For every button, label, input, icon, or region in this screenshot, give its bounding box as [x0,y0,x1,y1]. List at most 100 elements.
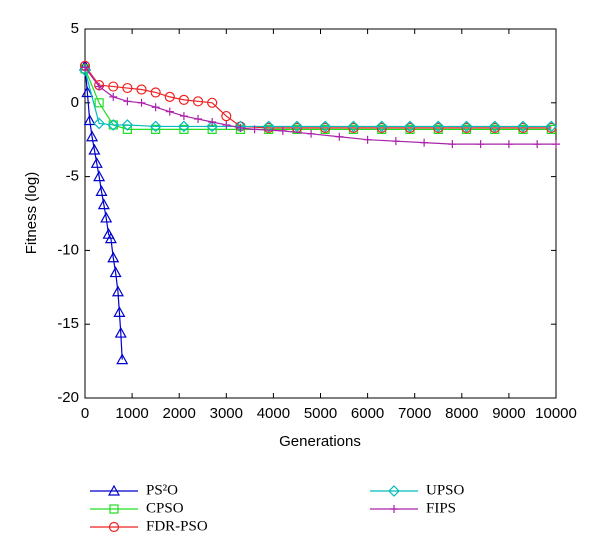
data-point [319,120,332,133]
data-point [107,119,120,131]
data-point [552,140,560,149]
y-tick-label: -5 [66,168,79,185]
data-point [111,285,124,297]
legend-label: UPSO [426,482,465,498]
data-point [489,122,500,133]
data-point [164,91,175,102]
x-tick-label: 8000 [445,405,478,422]
x-tick-label: 1000 [115,405,148,422]
series-line [84,70,552,128]
data-point [122,82,133,94]
legend-label: CPSO [146,500,184,516]
x-tick-label: 6000 [351,405,384,422]
data-point [178,120,190,133]
data-point [222,120,231,129]
data-point [90,157,103,168]
data-point [262,120,275,133]
data-point [363,135,372,144]
data-point [179,124,189,134]
data-point [108,81,119,92]
data-point [109,266,122,278]
data-point [178,94,190,105]
series-line [84,68,552,130]
legend-label: FIPS [426,500,456,516]
y-tick-label: -10 [57,241,79,258]
data-point [375,120,388,133]
data-point [404,120,416,133]
data-point [545,120,558,133]
x-tick-label: 5000 [304,405,337,422]
data-point [194,115,203,124]
y-axis-label: Fitness (log) [23,172,40,255]
data-point [104,232,117,244]
data-point [165,107,174,116]
x-tick-label: 2000 [163,405,196,422]
data-point [100,211,113,223]
data-point [533,140,542,149]
data-point [86,130,99,142]
data-point [546,122,557,133]
x-tick-label: 4000 [257,405,290,422]
legend-marker [109,504,119,514]
data-point [81,63,89,72]
data-point [307,129,316,138]
data-point [432,120,445,133]
data-point [93,170,106,182]
data-point [278,126,287,135]
data-point [263,122,274,133]
data-point [150,87,161,98]
x-tick-label: 7000 [398,405,431,422]
data-point [123,97,132,106]
y-tick-label: -15 [57,315,79,332]
data-point [151,103,160,112]
data-point [207,97,218,108]
data-point [206,120,219,133]
data-point [433,122,444,133]
data-point [116,353,129,365]
data-point [114,326,127,338]
legend-label: PS²O [146,482,178,498]
data-point [83,114,96,126]
data-point [113,306,126,317]
x-tick-label: 3000 [210,405,243,422]
data-point [109,92,118,101]
data-point [517,122,529,133]
data-point [221,110,232,122]
data-point [121,119,134,131]
data-point [488,120,501,133]
data-point [137,98,146,107]
data-point [136,84,147,95]
data-point [476,140,485,149]
data-point [149,120,162,133]
data-point [504,140,513,149]
legend-marker [108,521,120,533]
x-tick-label: 0 [81,405,89,422]
x-tick-label: 9000 [492,405,525,422]
data-point [107,251,120,263]
data-point [88,143,101,155]
data-point [460,120,473,133]
data-point [291,120,303,133]
data-point [97,198,110,210]
data-point [448,140,457,149]
data-point [420,138,429,147]
data-point [95,185,108,196]
data-point [179,112,188,121]
data-point [151,124,161,134]
data-point [79,64,91,77]
data-point [404,122,416,133]
data-point [250,125,259,134]
x-tick-label: 10000 [535,405,577,422]
data-point [192,96,204,107]
legend-label: FDR-PSO [146,518,208,534]
data-point [376,122,387,133]
data-point [517,120,529,133]
plot-frame [84,28,557,399]
data-point [335,132,344,141]
data-point [320,122,331,133]
legend-marker [390,505,398,513]
y-tick-label: 0 [71,94,79,111]
data-point [391,137,400,146]
legend-marker [107,484,121,496]
